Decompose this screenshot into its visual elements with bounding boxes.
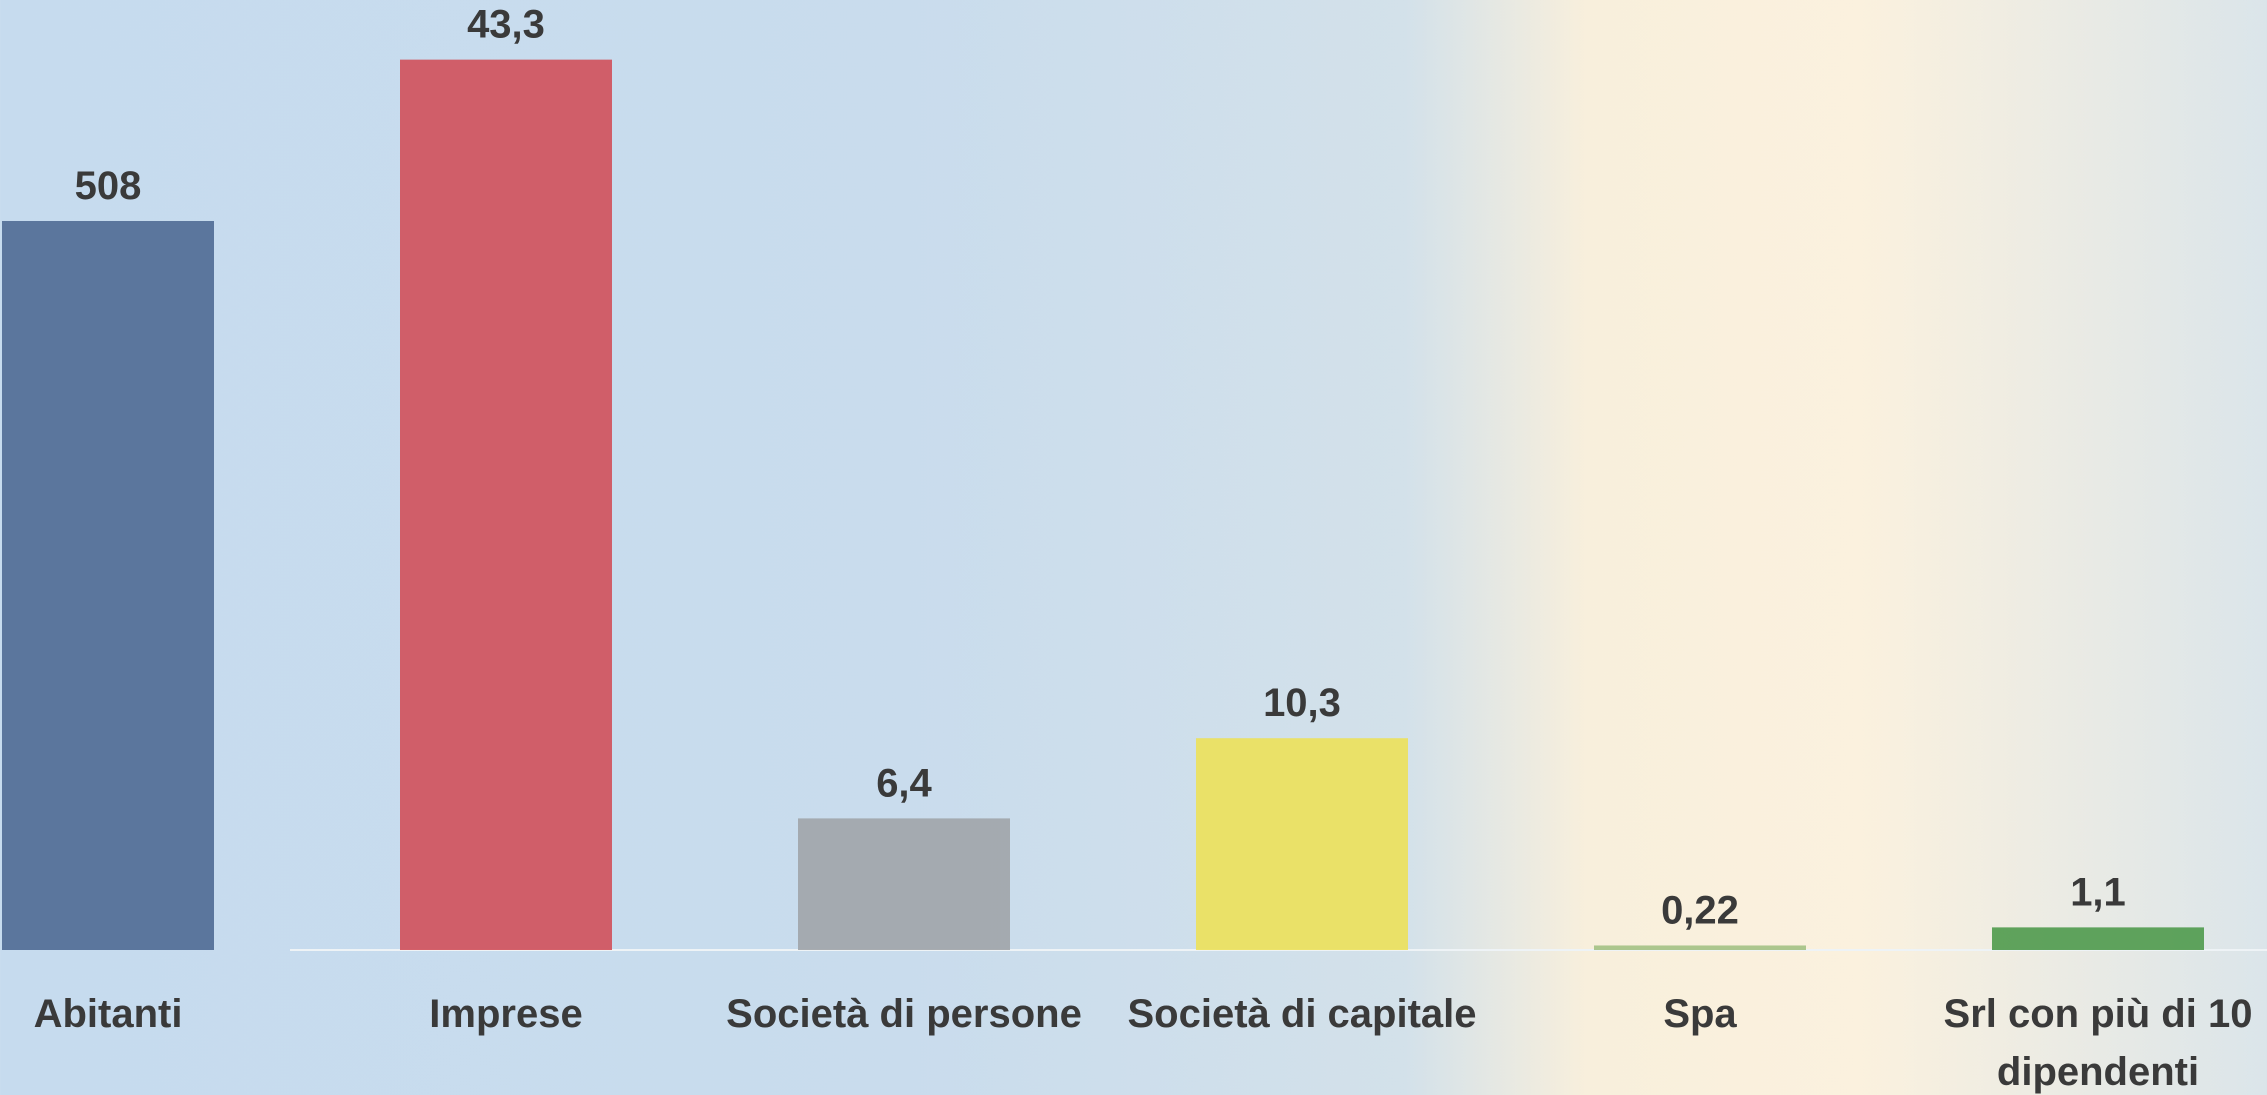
chart: 508 43,3 6,4 10,3 0,22 1,1	[0, 0, 2267, 1095]
x-tick-label: Srl con più di 10 dipendenti	[1931, 985, 2265, 1095]
value-label: 10,3	[1263, 681, 1341, 725]
bar	[1196, 738, 1408, 950]
x-tick-label: Abitanti	[0, 985, 298, 1043]
x-tick-label: Società di persone	[714, 985, 1094, 1043]
bar	[400, 60, 612, 950]
x-tick-label: Spa	[1510, 985, 1890, 1043]
value-label: 0,22	[1661, 888, 1739, 932]
bar	[1992, 927, 2204, 950]
value-label: 1,1	[2070, 870, 2126, 914]
value-label: 508	[75, 164, 142, 208]
bar	[798, 818, 1010, 950]
page: {"chart_data": {"type": "bar", "categori…	[0, 0, 2267, 1095]
bar	[2, 221, 214, 950]
value-label: 43,3	[467, 3, 545, 47]
bar	[1594, 945, 1806, 950]
x-tick-label: Imprese	[316, 985, 696, 1043]
value-label: 6,4	[876, 761, 932, 805]
x-tick-label: Società di capitale	[1112, 985, 1492, 1043]
